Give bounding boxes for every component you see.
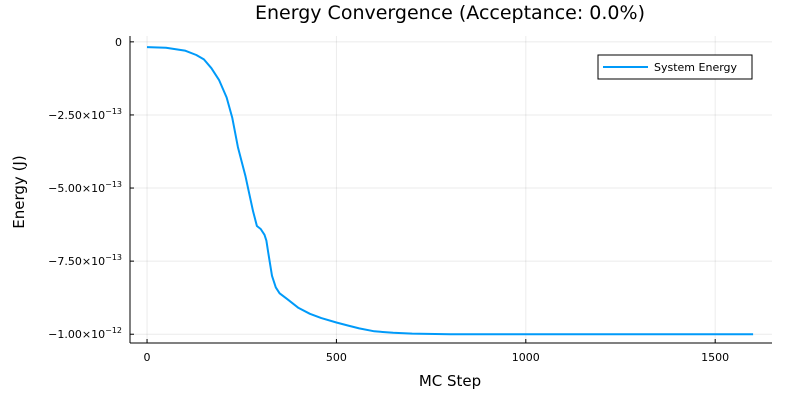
x-axis-label: MC Step bbox=[419, 372, 481, 390]
y-tick-label: −2.50×10−13 bbox=[48, 107, 122, 122]
y-tick-label: 0 bbox=[115, 36, 122, 49]
x-tick-label: 0 bbox=[144, 351, 151, 364]
y-tick-label: −7.50×10−13 bbox=[48, 253, 122, 268]
chart-title: Energy Convergence (Acceptance: 0.0%) bbox=[255, 2, 645, 24]
x-tick-label: 500 bbox=[326, 351, 347, 364]
legend: System Energy bbox=[597, 54, 753, 80]
grid-layer bbox=[130, 36, 772, 343]
x-tick-label: 1500 bbox=[701, 351, 729, 364]
y-tick-label: −5.00×10−13 bbox=[48, 180, 122, 195]
series-line-system-energy bbox=[146, 46, 754, 336]
x-tick-label: 1000 bbox=[512, 351, 540, 364]
series-layer bbox=[146, 46, 754, 336]
legend-label: System Energy bbox=[654, 61, 738, 74]
y-axis-label: Energy (J) bbox=[10, 155, 28, 228]
y-tick-label: −1.00×10−12 bbox=[48, 326, 122, 341]
tick-layer: 0 500 1000 1500 0 −2.50×10−13 −5.00×10−13 −7.50… bbox=[48, 36, 729, 364]
axis-layer bbox=[129, 36, 772, 344]
